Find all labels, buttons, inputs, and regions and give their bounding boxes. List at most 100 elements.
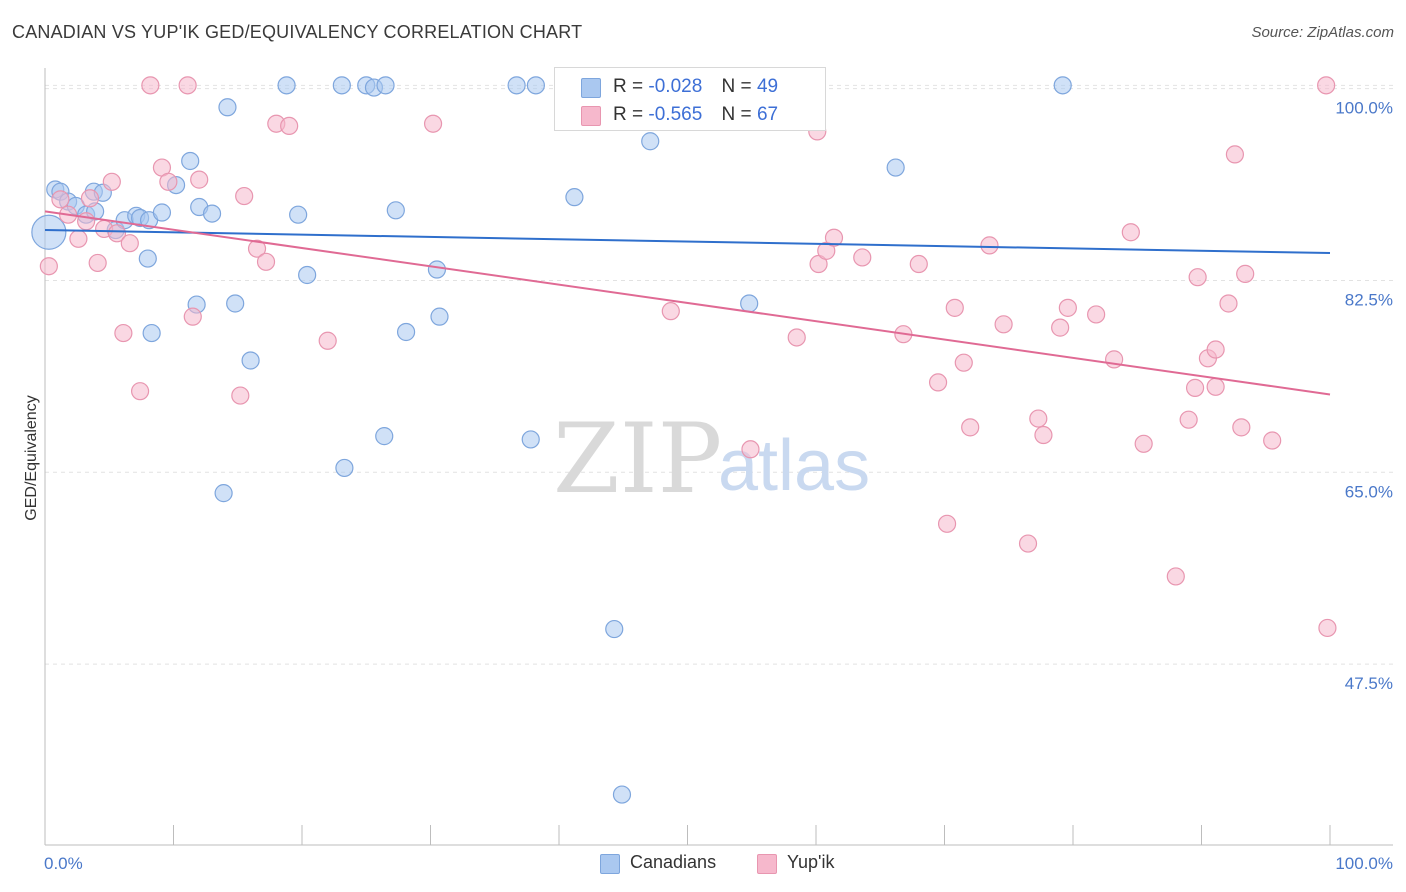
yupik-point [190,170,209,189]
canadians-point [396,322,416,342]
watermark: ZIP atlas [553,403,870,515]
canadians-point [641,132,660,151]
r-label: R = [613,76,644,97]
yupik-point [39,257,58,276]
yupik-point [1219,294,1238,313]
canadians-point [1053,76,1072,95]
n-value-canadians: 49 [756,76,779,97]
tick-labels-layer: 100.0% 82.5% 65.0% 47.5% 0.0% 100.0% [44,99,1393,873]
yupik-point [120,234,139,253]
yupik-point [1087,305,1106,324]
points-layer [31,76,1337,804]
yupik-point [1206,377,1225,396]
canadians-point [181,151,200,171]
legend-row-canadians: R = -0.028 N = 49 [581,76,778,98]
yupik-point [80,189,100,208]
x-tick-label: 0.0% [44,854,83,873]
yupik-point [107,224,127,243]
yupik-point [1188,268,1207,287]
canadians-point [277,76,296,95]
r-label: R = [613,104,644,125]
yupik-point [961,418,980,437]
chart-title: CANADIAN VS YUP'IK GED/EQUIVALENCY CORRE… [12,22,583,42]
yupik-point [51,190,70,209]
legend-yupik: Yup'ik [757,852,835,874]
yupik-point [1179,410,1198,429]
yupik-point [909,254,928,274]
y-tick-label: 100.0% [1335,99,1393,118]
yupik-point [1029,409,1048,428]
watermark-atlas: atlas [718,426,870,506]
yupik-point [114,323,133,343]
yupik-point [280,116,299,136]
canadians-point [605,619,624,639]
canadians-point [521,430,540,449]
yupik-point [231,386,250,405]
canadians-point [335,458,354,478]
yupik-point [954,353,973,372]
source-label: Source: ZipAtlas.com [1251,24,1394,41]
yupik-point [423,114,443,133]
yupik-point [1236,264,1255,283]
canadians-point [386,201,405,220]
yupik-trend-line [44,210,1331,396]
yupik-point [88,253,107,273]
yupik-point [661,302,680,321]
yupik-point [1317,76,1336,95]
canadians-point [138,249,157,268]
axes-layer [44,68,1393,846]
yupik-point [1058,298,1077,317]
canadians-point [202,204,222,223]
yupik-point [1166,567,1185,586]
r-value-canadians: -0.028 [648,76,703,97]
yupik-point [937,514,957,533]
r-value-yupik: -0.565 [648,104,703,125]
yupik-point [130,382,150,401]
watermark-zip: ZIP [553,403,722,515]
yupik-point [1185,378,1205,397]
canadians-point [526,76,545,95]
yupik-point [1051,318,1070,337]
canadians-point [565,188,584,207]
canadians-point [226,294,245,313]
canadians-point [31,214,67,250]
yupik-point [1206,340,1225,359]
yupik-point [256,252,276,271]
y-tick-label: 65.0% [1345,482,1393,501]
legend-canadians-label: Canadians [630,852,717,872]
canadians-point [375,427,394,446]
canadians-point [612,785,632,804]
yupik-point [945,298,964,317]
n-value-yupik: 67 [756,104,779,125]
yupik-point [1232,418,1251,437]
canadians-point [214,484,233,503]
canadians-swatch [600,854,620,874]
canadians-point [152,203,172,222]
yupik-point [1034,425,1053,445]
blue-swatch [581,78,601,98]
legend-canadians: Canadians [600,852,717,874]
yupik-point [69,229,88,248]
canadians-point [430,307,449,326]
yupik-point [183,307,202,326]
canadians-point [142,323,161,343]
yupik-point [824,228,844,247]
canadians-point [740,294,759,313]
yupik-point [980,236,999,255]
canadians-point [298,265,317,285]
yupik-point [741,440,760,459]
canadians-point [376,76,395,95]
n-label: N = [721,76,752,97]
canadians-point [507,76,526,95]
stats-legend: R = -0.028 N = 49 R = -0.565 N = 67 [554,67,826,131]
legend-yupik-label: Yup'ik [787,852,835,872]
yupik-point [853,248,872,267]
yupik-point [994,315,1013,334]
yupik-point [1225,145,1245,164]
yupik-point [1263,431,1282,450]
legend-row-yupik: R = -0.565 N = 67 [581,104,778,126]
trend-layer [44,210,1331,396]
canadians-point [289,205,308,224]
yupik-point [1018,534,1038,553]
